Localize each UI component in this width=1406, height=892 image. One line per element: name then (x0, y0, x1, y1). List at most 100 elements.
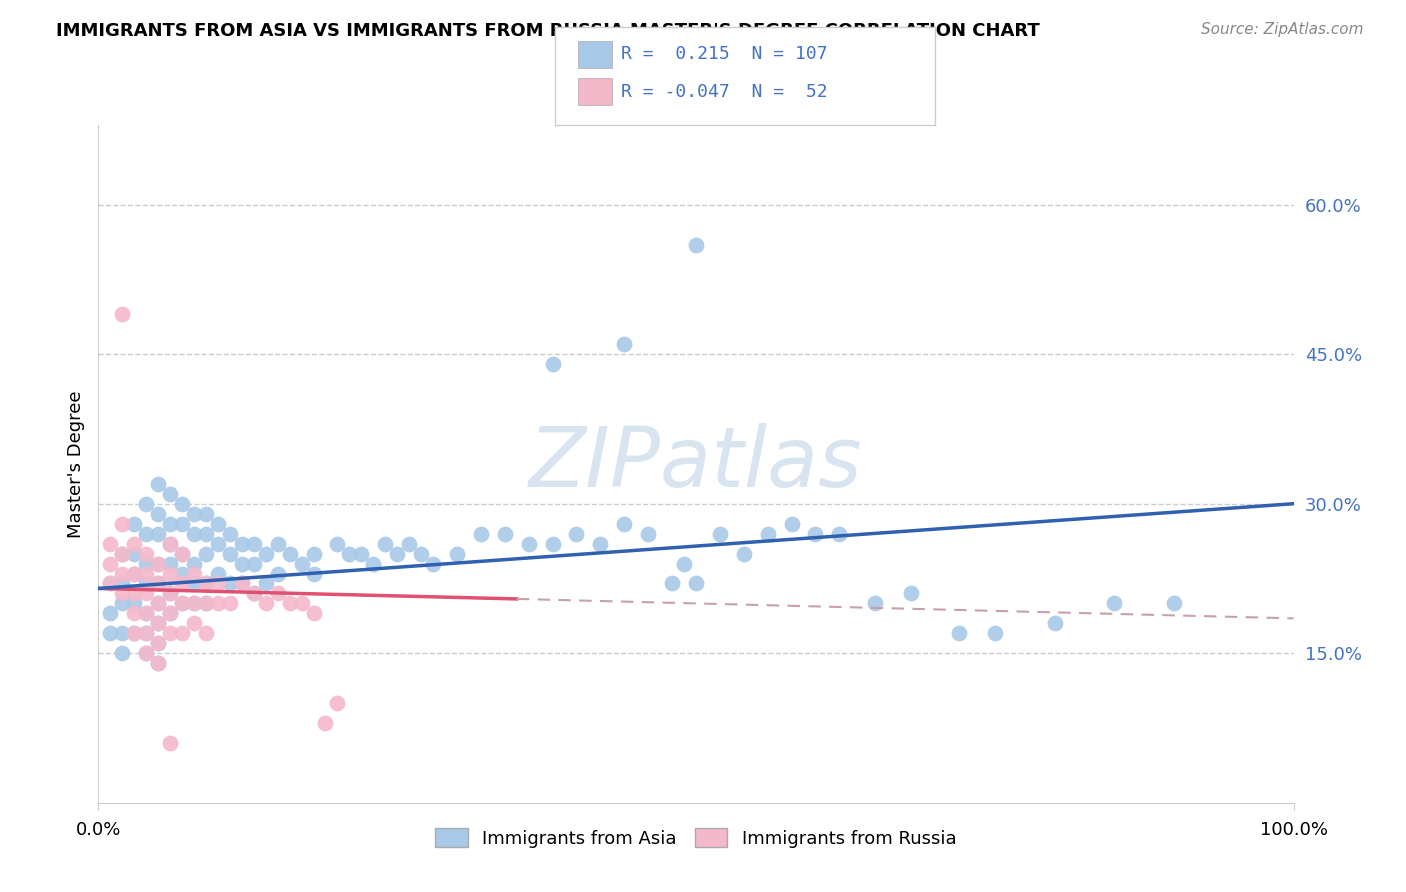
Point (159, 516, 181, 531)
Point (231, 557, 253, 571)
Point (183, 557, 205, 571)
Point (219, 547, 242, 561)
Point (195, 576, 218, 591)
Point (278, 547, 301, 561)
Point (398, 536, 420, 550)
Point (422, 557, 444, 571)
Text: R = -0.047  N =  52: R = -0.047 N = 52 (621, 83, 828, 101)
Point (291, 596, 314, 610)
Point (517, 536, 540, 550)
Point (984, 626, 1007, 640)
Point (326, 536, 349, 550)
Point (1163, 596, 1185, 610)
Point (111, 516, 134, 531)
Point (661, 576, 683, 591)
Point (172, 626, 194, 640)
Point (135, 607, 157, 621)
Point (148, 596, 170, 610)
Point (159, 557, 181, 571)
Point (159, 586, 181, 600)
Point (135, 497, 157, 511)
Point (278, 596, 301, 610)
Point (565, 526, 588, 541)
Point (148, 616, 170, 631)
Point (385, 547, 409, 561)
Point (124, 596, 146, 610)
Point (135, 576, 157, 591)
Point (159, 536, 181, 550)
Point (541, 357, 564, 371)
Point (124, 626, 146, 640)
Point (124, 516, 146, 531)
Point (207, 566, 229, 581)
Point (172, 516, 194, 531)
Point (148, 636, 170, 650)
Point (148, 507, 170, 521)
Point (135, 557, 157, 571)
Point (111, 586, 134, 600)
Point (172, 497, 194, 511)
Point (231, 576, 253, 591)
Point (183, 596, 205, 610)
Point (207, 596, 229, 610)
Point (1043, 616, 1066, 631)
Point (195, 547, 218, 561)
Point (733, 547, 755, 561)
Point (159, 607, 181, 621)
Point (254, 596, 277, 610)
Point (291, 557, 314, 571)
Point (148, 557, 170, 571)
Point (613, 337, 636, 351)
Point (446, 547, 468, 561)
Point (411, 547, 433, 561)
Point (243, 536, 266, 550)
Point (98, 576, 122, 591)
Point (135, 586, 157, 600)
Point (219, 596, 242, 610)
Point (1104, 596, 1126, 610)
Point (780, 516, 803, 531)
Point (135, 646, 157, 660)
Point (98, 626, 122, 640)
Point (111, 646, 134, 660)
Point (637, 526, 659, 541)
Point (267, 566, 290, 581)
Point (685, 237, 707, 252)
Point (183, 576, 205, 591)
Point (183, 526, 205, 541)
Point (98, 536, 122, 550)
Point (183, 566, 205, 581)
Point (124, 626, 146, 640)
Point (148, 476, 170, 491)
Point (148, 596, 170, 610)
Point (135, 547, 157, 561)
Point (865, 596, 887, 610)
Point (267, 536, 290, 550)
Point (219, 526, 242, 541)
Point (135, 526, 157, 541)
Point (326, 696, 349, 710)
Point (254, 547, 277, 561)
Point (302, 607, 325, 621)
Point (207, 576, 229, 591)
Point (111, 547, 134, 561)
Point (195, 526, 218, 541)
Text: R =  0.215  N = 107: R = 0.215 N = 107 (621, 45, 828, 63)
Point (148, 657, 170, 671)
Point (124, 536, 146, 550)
Point (350, 547, 373, 561)
Point (243, 586, 266, 600)
Point (159, 566, 181, 581)
Point (148, 657, 170, 671)
Point (494, 526, 516, 541)
Point (148, 636, 170, 650)
Point (159, 626, 181, 640)
Point (98, 576, 122, 591)
Point (183, 507, 205, 521)
Point (148, 616, 170, 631)
Point (948, 626, 970, 640)
Point (98, 607, 122, 621)
Point (207, 516, 229, 531)
Point (111, 547, 134, 561)
Point (159, 736, 181, 750)
